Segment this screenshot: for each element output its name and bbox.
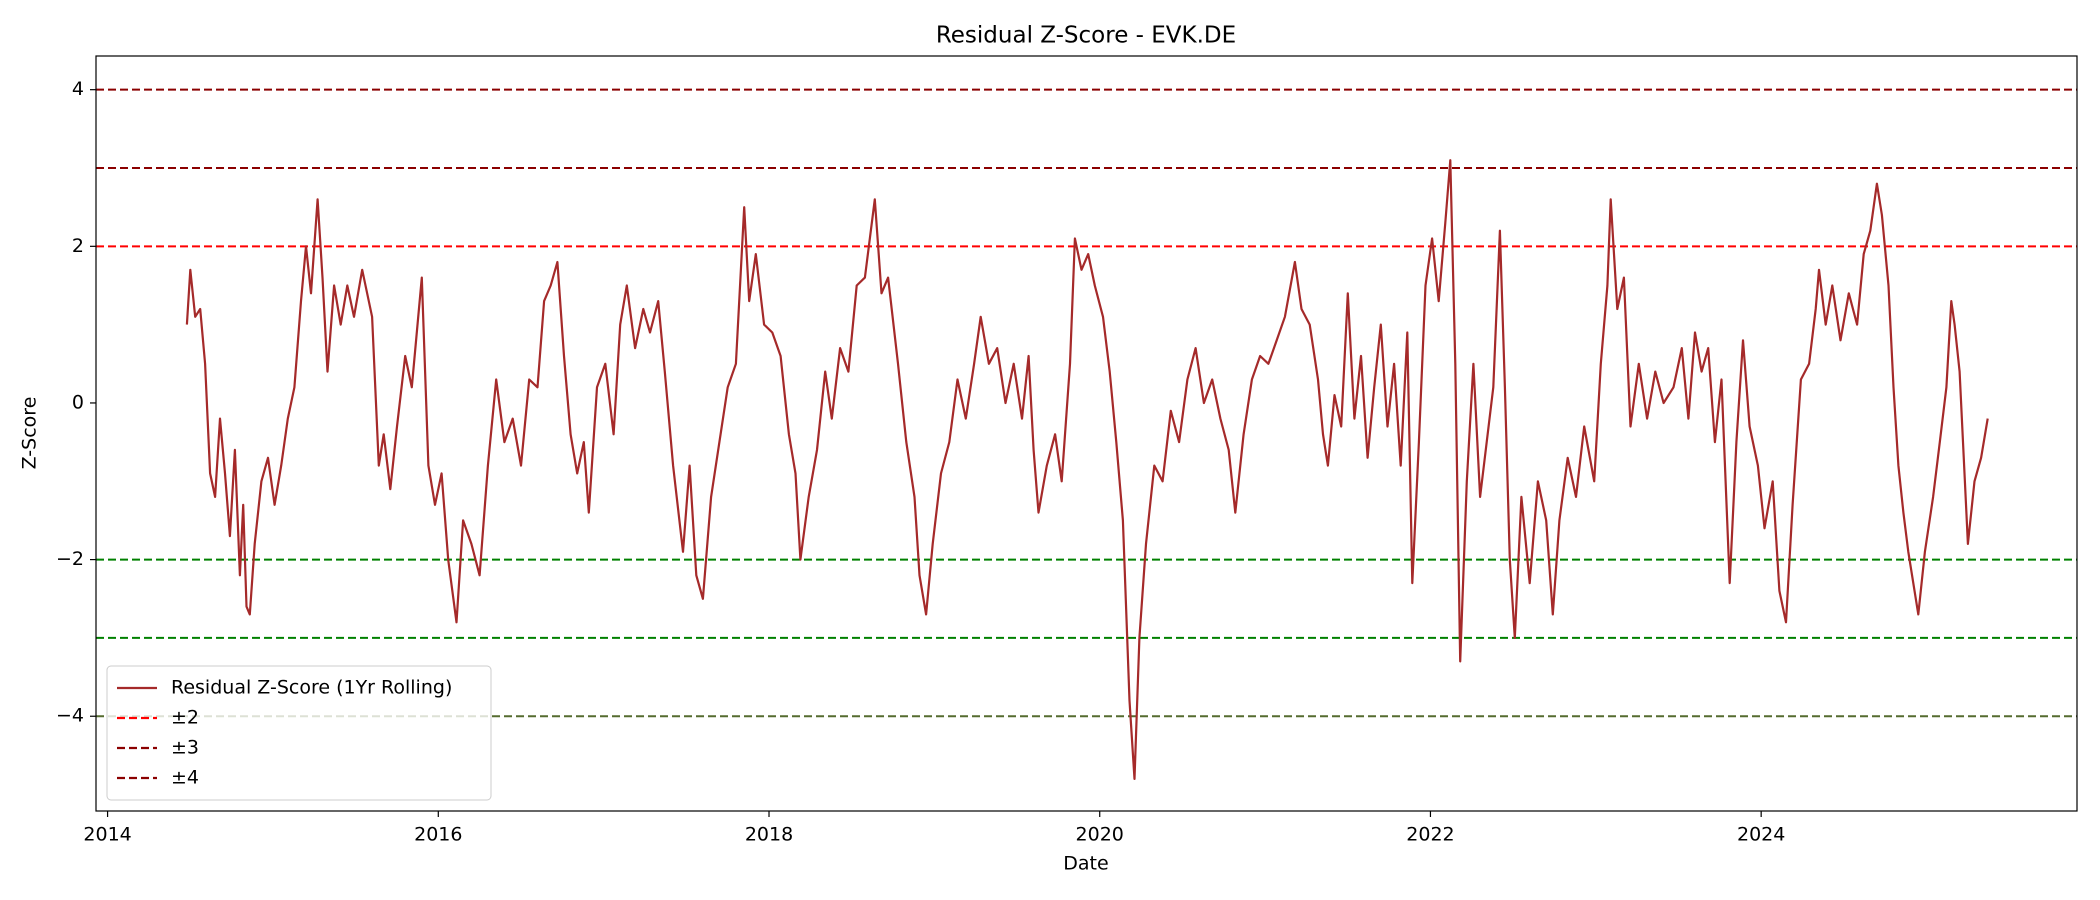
x-tick-label: 2020 — [1076, 824, 1124, 846]
legend-label: ±2 — [171, 707, 199, 729]
x-tick-label: 2016 — [414, 824, 462, 846]
legend-label: ±4 — [171, 767, 199, 789]
x-tick-label: 2014 — [83, 824, 131, 846]
plot-frame — [95, 55, 2078, 812]
y-tick-label: 0 — [72, 391, 84, 413]
chart-title: Residual Z-Score - EVK.DE — [936, 23, 1236, 49]
x-tick-label: 2018 — [745, 824, 793, 846]
plot-area — [96, 88, 2077, 780]
y-tick-label: −4 — [56, 705, 84, 727]
y-tick-label: 4 — [72, 78, 84, 100]
legend-label: Residual Z-Score (1Yr Rolling) — [171, 677, 452, 699]
y-tick-label: 2 — [72, 235, 84, 257]
x-tick-label: 2022 — [1406, 824, 1454, 846]
data-line — [185, 159, 1989, 780]
x-axis-label: Date — [1063, 853, 1108, 875]
y-axis-label: Z-Score — [19, 397, 41, 470]
x-tick-label: 2024 — [1737, 824, 1785, 846]
y-tick-label: −2 — [56, 548, 84, 570]
legend-label: ±3 — [171, 737, 199, 759]
legend-box — [106, 665, 492, 801]
